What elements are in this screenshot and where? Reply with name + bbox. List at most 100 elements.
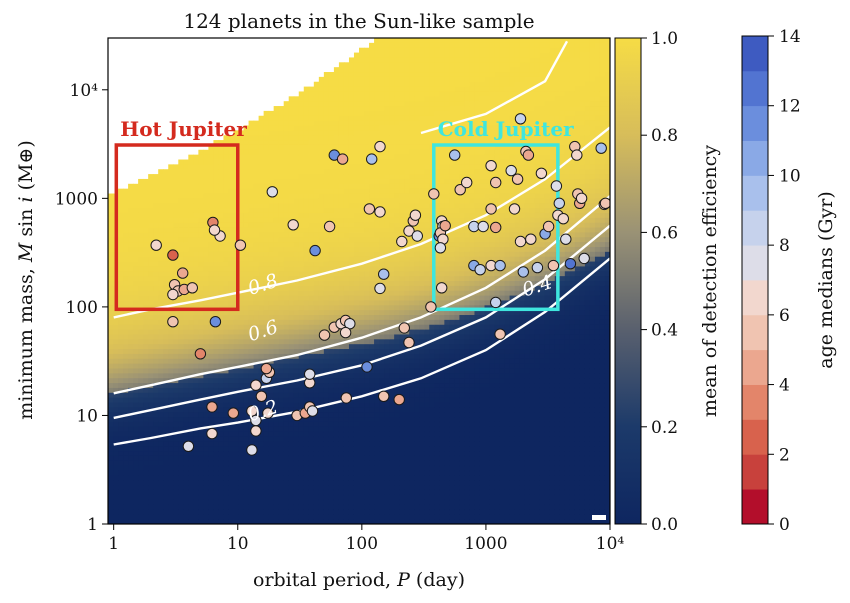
planet-point [398,322,410,334]
regions: Hot Jupiter Cold Jupiter [114,117,574,312]
age-segment [742,245,768,281]
planet-point [578,252,590,265]
age-tick-label: 0 [779,515,790,535]
region-label: Cold Jupiter [438,117,574,141]
x-axis-label: orbital period, P (day) [253,569,465,591]
x-tick-label: 1000 [464,534,507,554]
planet-point [517,266,529,278]
age-segment [742,140,768,176]
planet-point [378,390,390,402]
planet-point [531,261,544,274]
planet-point [522,149,535,161]
region-box [114,143,240,312]
planet-point [547,259,560,272]
age-tick-label: 2 [779,445,790,465]
age-segment [742,384,768,420]
age-segment [742,36,768,72]
age-segment [742,349,768,385]
age-segment [742,70,768,107]
efficiency-tick-label: 0.6 [651,223,678,243]
age-segment [742,175,768,211]
planet-point [262,407,274,419]
planet-point [266,186,278,198]
planet-point [494,328,506,340]
planet-point [206,427,218,440]
planet-point [182,440,195,452]
planet-point [378,268,390,280]
planet-point [250,414,262,427]
x-tick-label: 10 [227,534,249,554]
planet-point [363,203,376,215]
planet-point [167,316,179,328]
planet-point [553,197,565,210]
planet-point [393,393,405,406]
planet-point [361,361,373,373]
efficiency-tick-label: 0.0 [651,515,678,535]
planet-point [409,209,422,221]
planet-point [208,224,221,236]
y-tick-label: 1000 [55,189,98,209]
plot-frame [107,37,611,525]
planet-point [485,160,497,172]
planet-point [246,444,258,456]
age-tick-label: 14 [779,27,801,47]
planet-point [186,282,199,294]
planet-point [403,336,415,349]
chart-title: 124 planets in the Sun-like sample [183,9,534,33]
planet-point [550,180,563,192]
planet-point [535,167,548,180]
efficiency-map [108,38,610,524]
planet-point [246,405,258,417]
planet-point [374,140,386,153]
x-tick-label: 10⁴ [596,534,625,554]
planet-point [434,242,447,254]
planet-point [209,316,222,328]
planet-point [150,239,162,251]
y-tick-label: 1 [87,515,98,535]
planet-point [490,221,502,234]
planet-point [260,362,273,375]
planet-point [511,173,524,185]
planet-point [194,348,207,360]
planet-point [474,264,486,276]
contour-line [113,126,610,319]
corner-marker [592,515,606,520]
planet-point [599,197,610,209]
planet-point [304,368,316,380]
y-tick-label: 10 [76,406,98,426]
planet-point [505,164,517,177]
age-segment [742,210,768,246]
planet-point [595,142,607,154]
planet-point [557,213,569,225]
planet-point [287,219,299,231]
planet-point [323,220,336,233]
planet-point [494,259,506,272]
planet-point [461,176,473,189]
planet-point [306,405,319,417]
efficiency-tick-label: 0.8 [651,126,678,146]
planet-point [206,401,218,413]
planet-point [336,153,349,165]
age-tick-label: 6 [779,306,790,326]
age-colorbar-frame [741,35,769,525]
efficiency-colorbar-label: mean of detection efficiency [699,145,721,417]
planet-point [560,233,572,245]
contour-line [113,257,610,446]
planet-point [250,425,262,437]
contour-line [420,40,569,135]
planet-point [374,206,386,218]
planet-point [255,390,268,402]
planet-point [234,239,247,251]
age-segment [742,105,768,141]
planet-point [403,225,415,237]
contour-line [113,224,610,420]
planet-point [575,192,588,205]
y-axis-label: minimum mass, M sin i (M⊕) [15,140,37,420]
efficiency-colorbar-gradient [614,37,642,525]
planet-points [150,113,610,456]
planet-point [425,301,437,313]
contour-line [113,195,610,395]
x-tick-label: 100 [346,534,378,554]
region-box [432,143,560,312]
